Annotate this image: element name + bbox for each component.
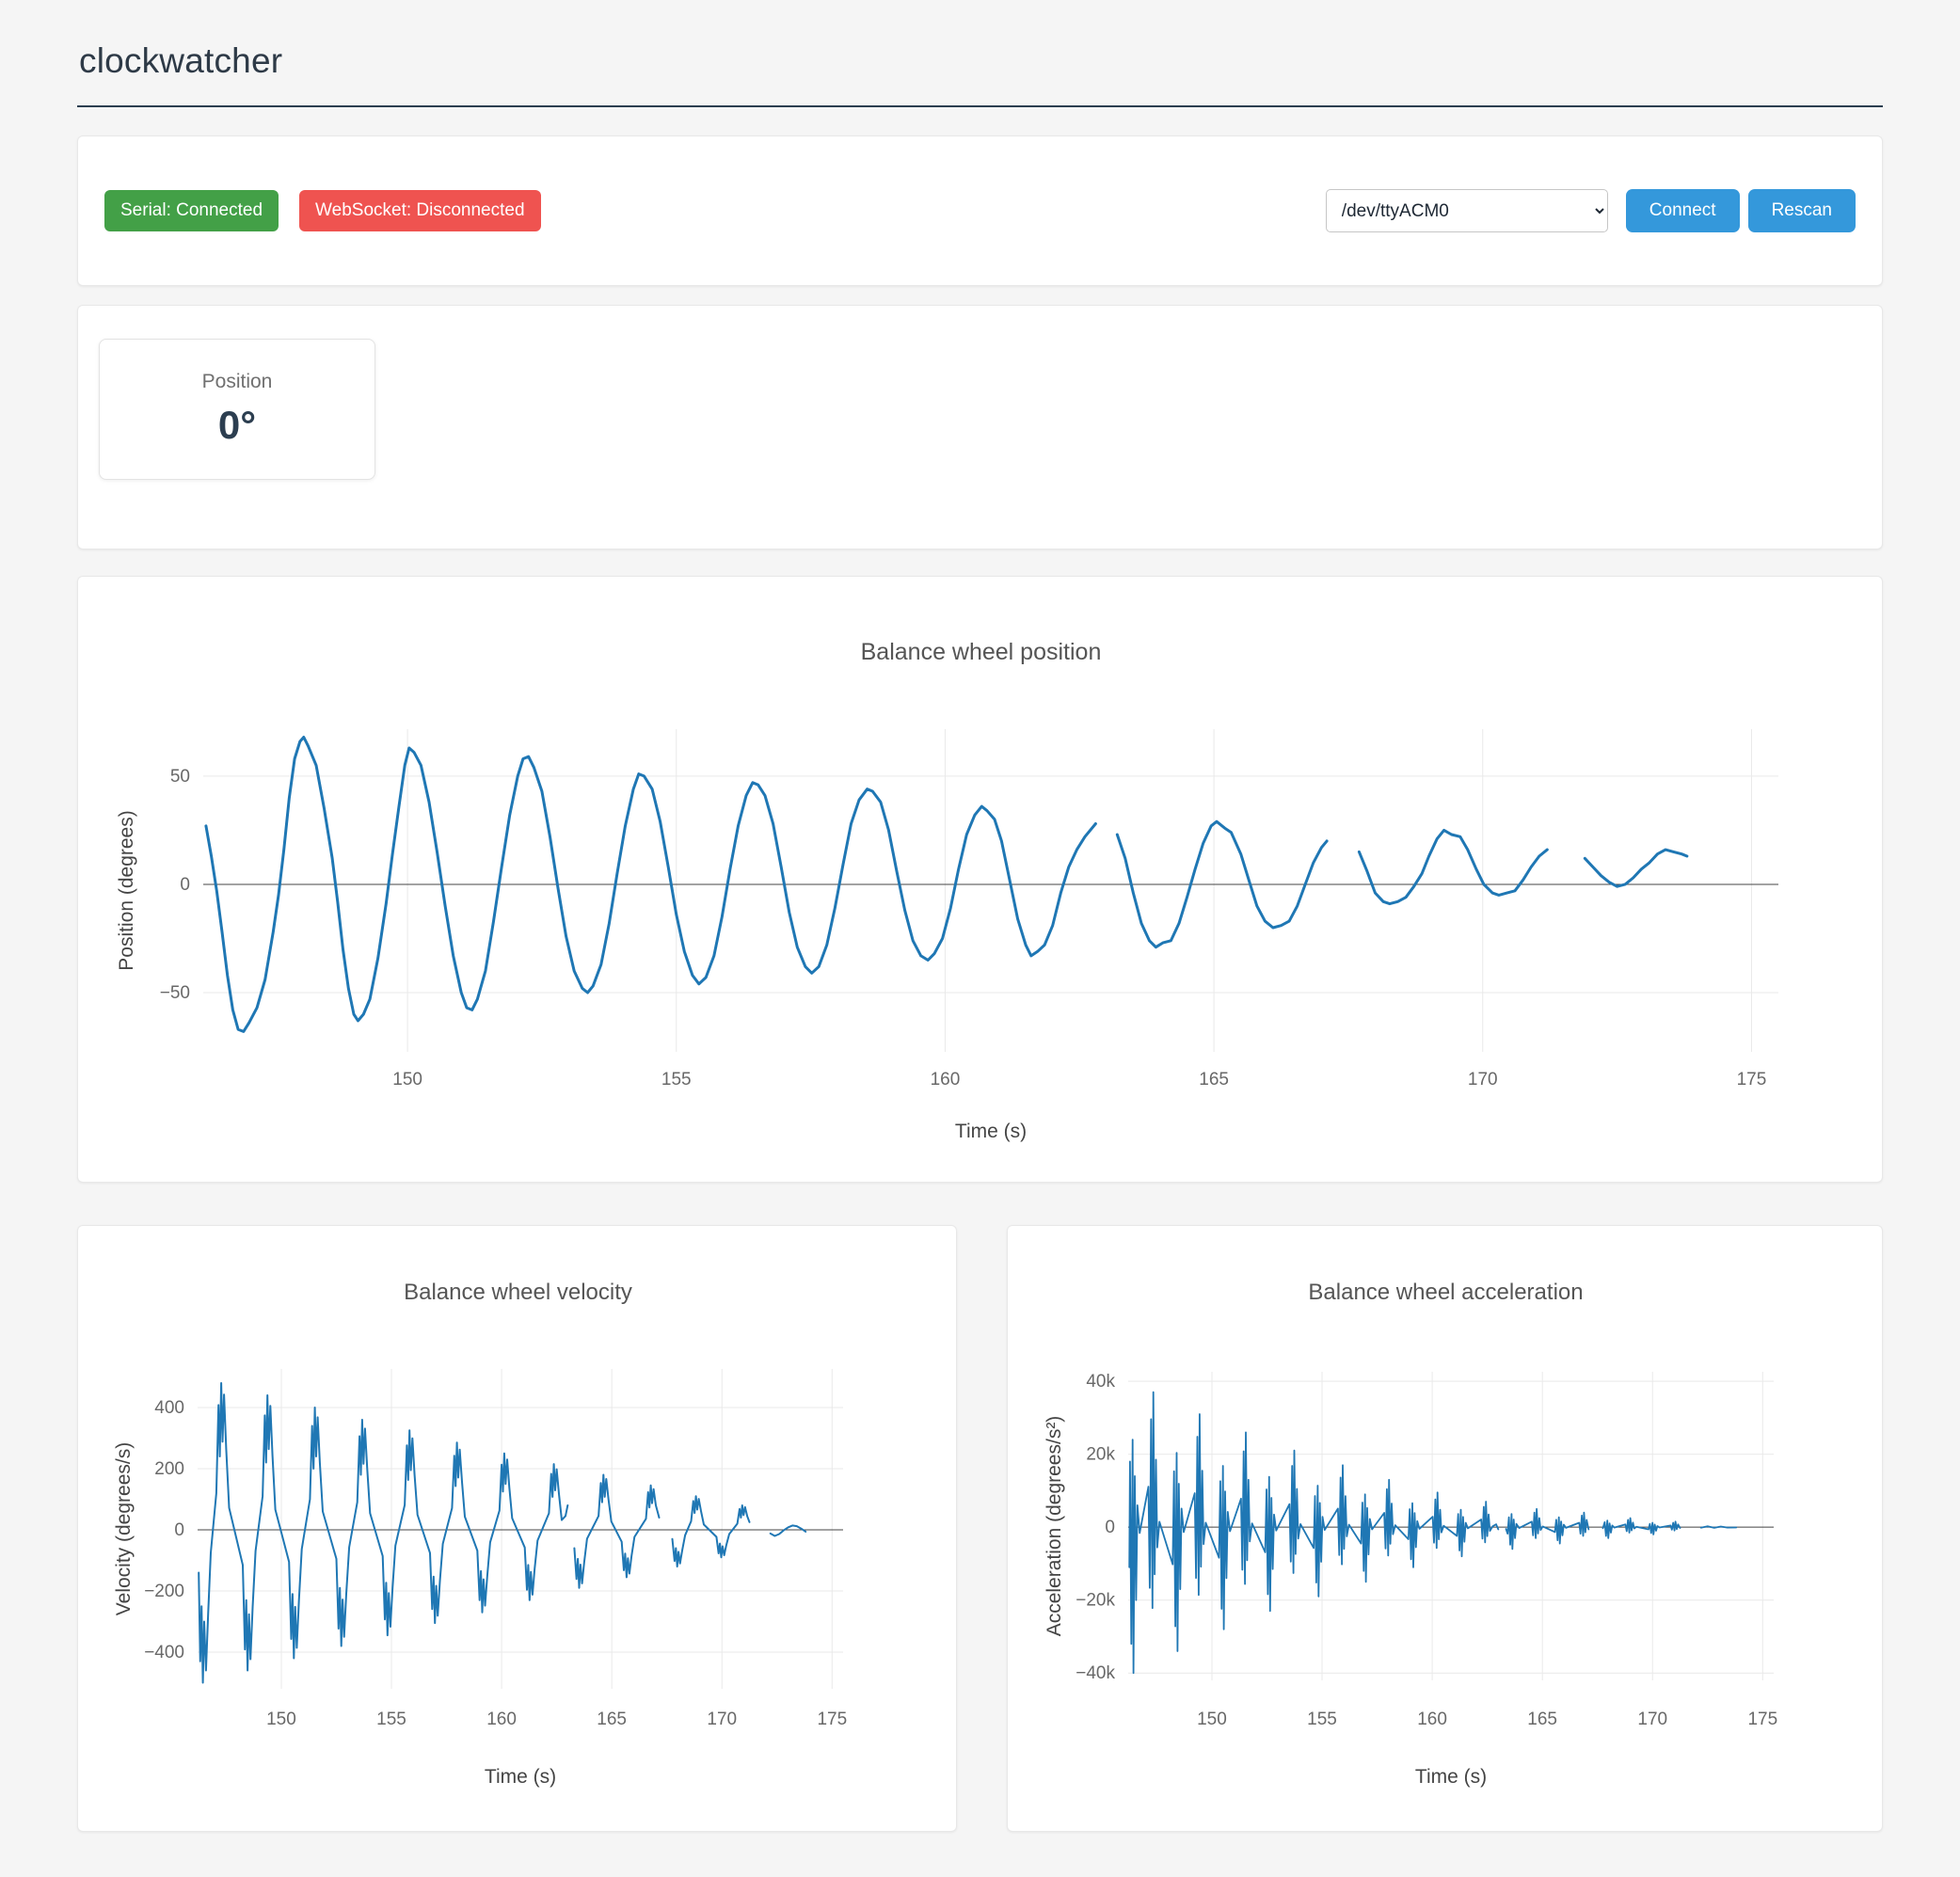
svg-text:Position (degrees): Position (degrees) (116, 810, 137, 970)
svg-text:170: 170 (1637, 1710, 1667, 1729)
position-chart-card: 150 155 160 165 170 175 50 0 −50 Balance wheel po… (77, 576, 1883, 1183)
svg-text:40k: 40k (1086, 1372, 1115, 1392)
velocity-chart[interactable]: 150 155 160 165 170 175 400 200 0 −200 −400 Balance… (78, 1226, 956, 1831)
svg-text:0: 0 (174, 1520, 184, 1540)
svg-text:175: 175 (1737, 1070, 1767, 1090)
svg-text:Balance wheel velocity: Balance wheel velocity (404, 1280, 632, 1305)
app-title: clockwatcher (79, 41, 283, 80)
svg-text:160: 160 (1417, 1710, 1447, 1729)
svg-text:160: 160 (486, 1710, 517, 1729)
svg-text:Time (s): Time (s) (485, 1766, 556, 1788)
svg-text:170: 170 (1468, 1070, 1498, 1090)
svg-text:−400: −400 (144, 1643, 184, 1662)
serial-status-badge: Serial: Connected (104, 189, 279, 232)
svg-text:155: 155 (661, 1070, 692, 1090)
svg-text:Acceleration (degrees/s²): Acceleration (degrees/s²) (1044, 1416, 1065, 1637)
acceleration-chart[interactable]: 150 155 160 165 170 175 40k 20k 0 −20k −40k Balance… (1008, 1226, 1882, 1831)
svg-text:Balance wheel position: Balance wheel position (861, 639, 1102, 665)
svg-text:20k: 20k (1086, 1445, 1115, 1465)
position-stat-value: 0° (217, 403, 257, 447)
svg-text:Time (s): Time (s) (955, 1121, 1027, 1142)
status-card: Serial: Connected WebSocket: Disconnecte… (77, 135, 1883, 286)
svg-text:155: 155 (1307, 1710, 1337, 1729)
svg-text:Time (s): Time (s) (1415, 1766, 1487, 1788)
svg-text:−40k: −40k (1076, 1663, 1115, 1683)
svg-text:160: 160 (931, 1070, 961, 1090)
acceleration-chart-card: 150 155 160 165 170 175 40k 20k 0 −20k −40k Balance… (1007, 1225, 1883, 1832)
velocity-chart-card: 150 155 160 165 170 175 400 200 0 −200 −400 Balance… (77, 1225, 957, 1832)
svg-text:150: 150 (392, 1070, 422, 1090)
rescan-button[interactable]: Rescan (1747, 189, 1856, 232)
svg-text:150: 150 (266, 1710, 296, 1729)
svg-text:−50: −50 (160, 983, 190, 1003)
svg-text:165: 165 (1527, 1710, 1557, 1729)
svg-text:175: 175 (817, 1710, 847, 1729)
svg-text:155: 155 (376, 1710, 406, 1729)
svg-text:Velocity (degrees/s): Velocity (degrees/s) (113, 1442, 135, 1615)
svg-text:0: 0 (1105, 1518, 1115, 1537)
position-chart[interactable]: 150 155 160 165 170 175 50 0 −50 Balance wheel po… (78, 577, 1882, 1182)
svg-text:170: 170 (707, 1710, 737, 1729)
svg-text:Balance wheel acceleration: Balance wheel acceleration (1308, 1280, 1583, 1305)
svg-text:400: 400 (154, 1398, 184, 1418)
bottom-charts-row: 150 155 160 165 170 175 400 200 0 −200 −400 Balance… (77, 1225, 1883, 1832)
connect-button[interactable]: Connect (1625, 189, 1740, 232)
svg-text:−20k: −20k (1076, 1591, 1115, 1611)
svg-text:165: 165 (1199, 1070, 1229, 1090)
svg-text:0: 0 (180, 875, 190, 895)
svg-text:−200: −200 (144, 1582, 184, 1601)
svg-text:150: 150 (1197, 1710, 1227, 1729)
title-divider (77, 105, 1883, 107)
websocket-status-badge: WebSocket: Disconnected (299, 189, 541, 232)
stats-card: Position 0° (77, 305, 1883, 549)
position-stat-card: Position 0° (99, 339, 375, 480)
svg-text:175: 175 (1747, 1710, 1777, 1729)
svg-text:200: 200 (154, 1459, 184, 1479)
connection-controls: /dev/ttyACM0 Connect Rescan (1325, 189, 1856, 232)
position-stat-label: Position (201, 371, 273, 392)
svg-text:165: 165 (597, 1710, 627, 1729)
page: clockwatcher Serial: Connected WebSocket… (77, 0, 1883, 1877)
svg-text:50: 50 (170, 767, 190, 787)
status-badges: Serial: Connected WebSocket: Disconnecte… (104, 189, 541, 232)
serial-port-select[interactable]: /dev/ttyACM0 (1325, 189, 1608, 232)
